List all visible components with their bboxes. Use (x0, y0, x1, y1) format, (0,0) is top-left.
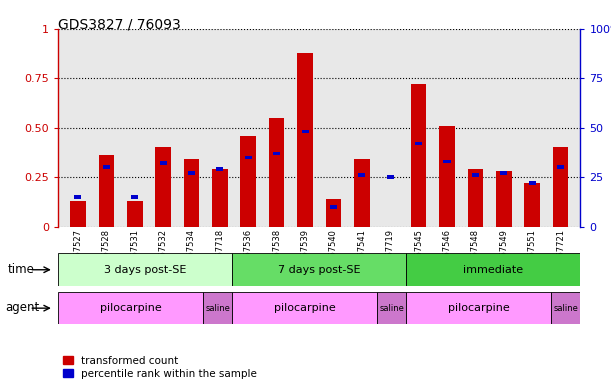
Legend: transformed count, percentile rank within the sample: transformed count, percentile rank withi… (64, 356, 257, 379)
Text: GDS3827 / 76093: GDS3827 / 76093 (58, 17, 181, 31)
Bar (415, 142, 422, 145)
Bar (245, 156, 252, 159)
Bar (529, 181, 536, 185)
Bar (232, 292, 378, 324)
Bar (155, 147, 171, 227)
Text: saline: saline (205, 304, 230, 313)
Bar (70, 201, 86, 227)
Text: immediate: immediate (463, 265, 524, 275)
Bar (406, 253, 580, 286)
Bar (500, 171, 507, 175)
Text: saline: saline (379, 304, 404, 313)
Bar (103, 166, 110, 169)
Bar (467, 169, 483, 227)
Text: pilocarpine: pilocarpine (274, 303, 335, 313)
Bar (439, 126, 455, 227)
Text: pilocarpine: pilocarpine (100, 303, 161, 313)
Bar (127, 201, 142, 227)
Bar (75, 195, 81, 199)
Bar (131, 195, 138, 199)
Bar (551, 292, 580, 324)
Bar (496, 171, 511, 227)
Bar (406, 292, 552, 324)
Bar (297, 53, 313, 227)
Bar (524, 183, 540, 227)
Bar (330, 205, 337, 209)
Bar (58, 253, 232, 286)
Bar (159, 162, 167, 165)
Text: saline: saline (554, 304, 579, 313)
Bar (241, 136, 256, 227)
Text: 7 days post-SE: 7 days post-SE (278, 265, 360, 275)
Bar (553, 147, 568, 227)
Bar (216, 167, 224, 171)
Bar (184, 159, 199, 227)
Bar (58, 292, 203, 324)
Bar (358, 173, 365, 177)
Bar (377, 292, 406, 324)
Bar (212, 169, 228, 227)
Bar (269, 118, 285, 227)
Bar (326, 199, 342, 227)
Bar (188, 171, 195, 175)
Bar (273, 152, 280, 155)
Bar (301, 130, 309, 133)
Bar (557, 166, 564, 169)
Bar (354, 159, 370, 227)
Bar (411, 84, 426, 227)
Bar (203, 292, 232, 324)
Bar (387, 175, 393, 179)
Text: time: time (8, 263, 35, 276)
Bar (444, 159, 450, 163)
Bar (472, 173, 479, 177)
Text: agent: agent (5, 301, 39, 314)
Bar (98, 156, 114, 227)
Text: 3 days post-SE: 3 days post-SE (104, 265, 186, 275)
Text: pilocarpine: pilocarpine (448, 303, 510, 313)
Bar (232, 253, 406, 286)
